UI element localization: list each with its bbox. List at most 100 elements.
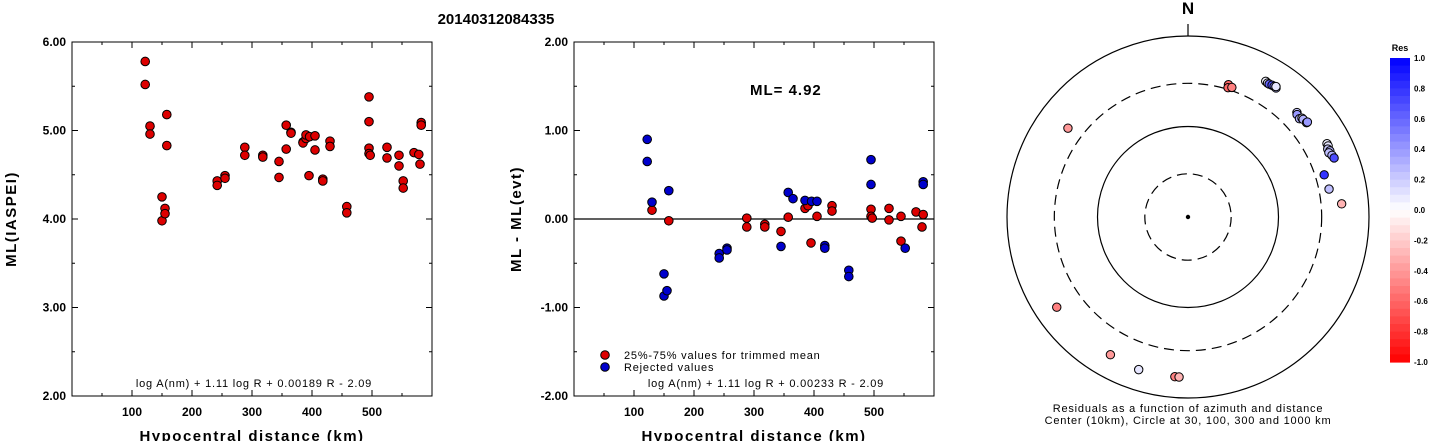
station-residual-point — [1134, 364, 1144, 375]
colorbar-segment — [1390, 202, 1410, 211]
colorbar-segment — [1390, 96, 1410, 105]
data-point — [157, 192, 167, 202]
data-point — [140, 56, 150, 67]
station-residual-point — [1324, 184, 1334, 194]
colorbar-segment — [1390, 58, 1410, 67]
y-tick-label: 4.00 — [43, 212, 67, 226]
rejected-point — [662, 285, 672, 296]
epicenter-dot — [1185, 214, 1191, 220]
rejected-point — [659, 269, 669, 279]
colorbar-segment — [1390, 346, 1410, 355]
colorbar-segment — [1390, 210, 1410, 219]
colorbar-tick-label: 1.0 — [1414, 54, 1426, 63]
trimmed-mean-point — [812, 211, 822, 222]
trimmed-mean-point — [896, 211, 906, 222]
trimmed-mean-point — [827, 206, 837, 216]
colorbar-segment — [1390, 156, 1410, 165]
rejected-point — [722, 245, 732, 255]
data-point — [212, 180, 222, 191]
rejected-point — [642, 134, 653, 145]
data-point — [342, 208, 352, 218]
ml-vs-distance-panel: 100 200 300 400 500 2.00 3.00 4.00 5.00 6.00 Hypoc… — [3, 35, 433, 441]
colorbar-segment — [1390, 103, 1410, 112]
colorbar-tick-label: -0.6 — [1414, 297, 1428, 306]
colorbar-segment — [1390, 126, 1410, 135]
x-axis-label: Hypocentral distance (km) — [641, 428, 866, 441]
trimmed-mean-point — [806, 238, 816, 248]
colorbar-segment — [1390, 232, 1410, 241]
rejected-point — [844, 271, 854, 282]
colorbar-tick-label: 0.8 — [1414, 84, 1426, 93]
data-point — [415, 159, 425, 169]
x-tick-label: 500 — [864, 405, 884, 419]
colorbar-segment — [1390, 354, 1410, 363]
rejected-point — [918, 179, 929, 190]
trimmed-mean-point — [896, 236, 906, 246]
trimmed-mean-point — [664, 215, 674, 226]
plot-frame — [71, 41, 433, 397]
distance-ring — [1096, 125, 1280, 309]
data-point — [325, 141, 335, 152]
colorbar-segment — [1390, 118, 1410, 127]
x-tick-label: 400 — [302, 405, 322, 419]
data-point — [240, 150, 250, 161]
data-point — [281, 120, 292, 130]
rejected-point — [812, 196, 822, 207]
data-point — [318, 176, 328, 186]
x-axis-label: Hypocentral distance (km) — [139, 428, 364, 441]
colorbar-segment — [1390, 316, 1410, 325]
colorbar-segment — [1390, 339, 1410, 348]
trimmed-mean-point — [760, 222, 770, 232]
colorbar-segment — [1390, 286, 1410, 295]
data-point — [304, 170, 314, 181]
x-tick-label: 500 — [362, 405, 382, 419]
trimmed-mean-point — [917, 222, 927, 232]
station-residual-point — [1319, 170, 1329, 180]
colorbar-segment — [1390, 240, 1410, 249]
legend-label: 25%-75% values for trimmed mean — [624, 350, 821, 362]
station-residual-point — [1302, 117, 1313, 127]
rejected-point — [776, 241, 786, 252]
y-tick-label: 6.00 — [43, 35, 67, 49]
data-point — [365, 150, 376, 161]
x-tick-label: 400 — [804, 405, 824, 419]
x-tick-label: 300 — [242, 405, 262, 419]
x-tick-label: 100 — [122, 405, 142, 419]
data-point — [398, 183, 409, 193]
station-residual-point — [1329, 153, 1339, 163]
colorbar: Res 1.0 0.8 0.6 0.4 0.2 0.0 -0.2 -0.4 -0.6 -0.8 -1.… — [1390, 43, 1428, 367]
station-residual-point — [1052, 302, 1062, 312]
trimmed-mean-point — [783, 212, 794, 223]
colorbar-segment — [1390, 331, 1410, 340]
y-tick-label: 0.00 — [545, 212, 569, 226]
colorbar-tick-label: -0.4 — [1414, 267, 1428, 276]
colorbar-segment — [1390, 278, 1410, 287]
station-residual-point — [1227, 82, 1237, 93]
data-point — [160, 208, 170, 219]
y-tick-label: 2.00 — [43, 389, 67, 403]
y-tick-label: 5.00 — [43, 124, 67, 138]
data-point — [162, 140, 172, 151]
colorbar-tick-label: -0.2 — [1414, 236, 1428, 245]
formula-label: log A(nm) + 1.11 log R + 0.00189 R - 2.0… — [136, 378, 372, 390]
data-point — [162, 109, 172, 120]
colorbar-segment — [1390, 179, 1410, 188]
data-point — [416, 120, 427, 130]
colorbar-segment — [1390, 225, 1410, 234]
legend-label: Rejected values — [624, 362, 714, 374]
colorbar-tick-label: 0.0 — [1414, 206, 1426, 215]
north-label: N — [1182, 0, 1194, 18]
residual-vs-distance-panel: 100 200 300 400 500 -2.00 -1.00 0.00 1.00 2.00 Hyp… — [508, 35, 935, 441]
rejected-point — [783, 187, 794, 198]
y-tick-label: 3.00 — [43, 301, 67, 315]
data-point — [145, 121, 155, 131]
station-residual-point — [1063, 123, 1073, 133]
colorbar-segment — [1390, 111, 1410, 120]
y-tick-label: 2.00 — [545, 35, 569, 49]
data-point — [394, 150, 404, 161]
y-tick-label: 1.00 — [545, 124, 569, 138]
colorbar-tick-label: -0.8 — [1414, 328, 1428, 337]
y-tick-label: -1.00 — [541, 301, 569, 315]
colorbar-tick-label: 0.2 — [1414, 176, 1426, 185]
